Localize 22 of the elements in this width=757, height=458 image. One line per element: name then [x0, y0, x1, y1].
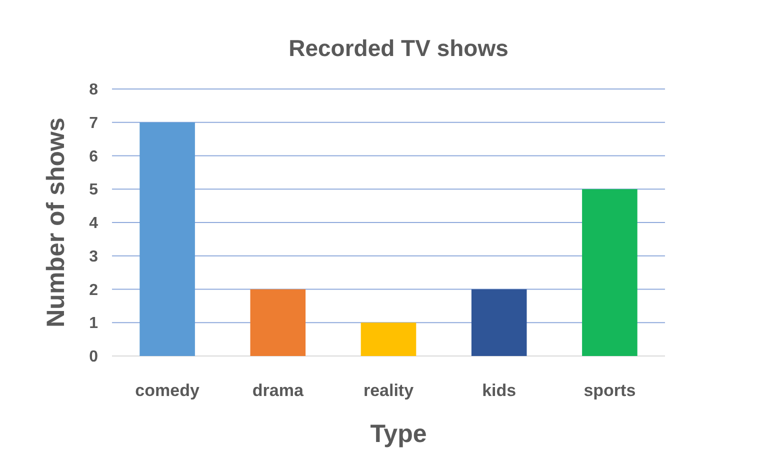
y-tick-label: 0 [89, 348, 98, 366]
y-tick-label: 5 [89, 182, 98, 199]
y-tick-label: 7 [89, 114, 98, 132]
bar [360, 322, 416, 356]
x-tick-label: kids [482, 381, 516, 400]
y-tick-label: 8 [89, 82, 98, 99]
bar [250, 289, 306, 356]
y-tick-label: 4 [89, 215, 98, 232]
x-axis-title: Type [370, 420, 427, 448]
bar [140, 122, 195, 356]
y-axis-title: Number of shows [42, 118, 70, 328]
x-tick-label: comedy [135, 381, 200, 400]
y-tick-label: 1 [89, 315, 98, 332]
bar [471, 289, 527, 356]
x-tick-label: reality [363, 381, 414, 400]
x-tick-label: sports [584, 381, 636, 400]
bar [582, 189, 638, 356]
chart-title: Recorded TV shows [288, 35, 508, 61]
y-tick-label: 6 [89, 148, 98, 166]
x-tick-label: drama [252, 381, 304, 400]
y-tick-label: 3 [89, 248, 98, 266]
y-tick-label: 2 [89, 282, 98, 299]
